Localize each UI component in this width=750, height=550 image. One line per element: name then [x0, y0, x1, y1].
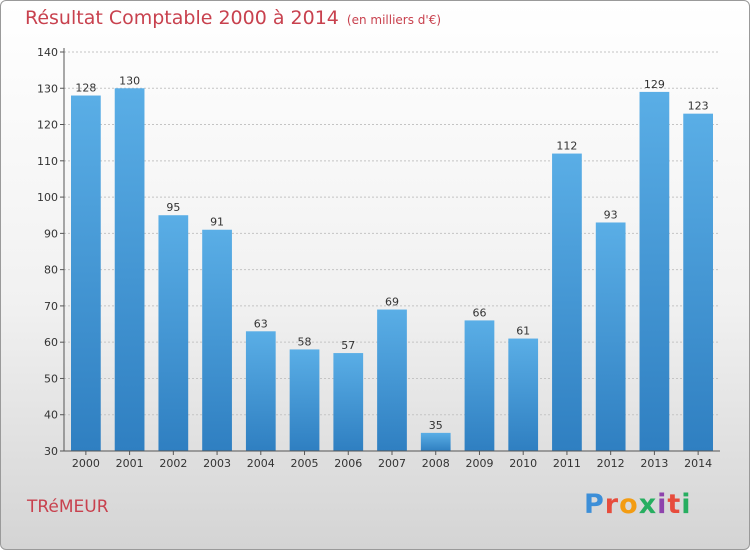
y-tick-label: 70 [44, 300, 58, 313]
y-tick-label: 30 [44, 445, 58, 458]
bar-value-label: 93 [604, 208, 618, 221]
logo-letter: i [657, 489, 668, 520]
y-tick-label: 90 [44, 227, 58, 240]
bar-value-label: 69 [385, 296, 399, 309]
town-name: TRéMEUR [27, 497, 109, 517]
bar-value-label: 66 [472, 306, 486, 319]
logo-letter: P [584, 489, 605, 520]
bar-value-label: 95 [166, 201, 180, 214]
x-tick-label: 2007 [378, 457, 406, 470]
x-tick-label: 2013 [640, 457, 668, 470]
bar-value-label: 57 [341, 339, 355, 352]
y-tick-label: 140 [37, 46, 58, 59]
bar [595, 222, 626, 451]
x-axis: 2000 2001 2002 2003 2004 2005 2006 2007 2008 2009… [64, 450, 720, 470]
x-tick-label: 2004 [247, 457, 275, 470]
x-tick-label: 2000 [72, 457, 100, 470]
logo-letter: t [667, 489, 682, 520]
y-tick-label: 130 [37, 82, 58, 95]
y-tick-label: 40 [44, 409, 58, 422]
bar-value-label: 129 [644, 78, 665, 91]
logo-letter: x [638, 489, 658, 520]
y-axis: 30 40 50 60 70 80 90 100 110 120 130 140 [37, 46, 65, 458]
bar-value-label: 112 [556, 140, 577, 153]
x-tick-label: 2006 [334, 457, 362, 470]
bar [420, 432, 451, 451]
x-tick-label: 2014 [684, 457, 712, 470]
bar-value-label: 61 [516, 325, 530, 338]
x-tick-label: 2009 [465, 457, 493, 470]
chart-unit: (en milliers d'€) [346, 13, 442, 27]
bar-value-label: 58 [298, 335, 312, 348]
bar [552, 153, 582, 451]
bar [114, 88, 145, 451]
bar [683, 113, 714, 451]
y-tick-label: 100 [37, 191, 58, 204]
logo-letter: r [604, 489, 620, 520]
bar-value-label: 35 [429, 419, 443, 432]
bar [464, 320, 495, 451]
chart-title-text: Résultat Comptable 2000 à 2014 [25, 7, 339, 29]
bar [289, 349, 320, 451]
bar-value-label: 130 [119, 74, 140, 87]
bar-value-label: 63 [254, 317, 268, 330]
y-tick-label: 60 [44, 336, 58, 349]
x-tick-label: 2010 [509, 457, 537, 470]
x-tick-label: 2012 [597, 457, 625, 470]
proxiti-logo: Proxiti [584, 489, 692, 520]
bar [70, 95, 101, 451]
x-tick-label: 2005 [291, 457, 319, 470]
x-tick-label: 2001 [116, 457, 144, 470]
bar-value-label: 123 [688, 100, 709, 113]
bar-value-label: 128 [75, 82, 96, 95]
bars: 128 130 95 91 63 58 57 69 35 66 61 112 93 129 123 [70, 74, 714, 452]
bar [508, 338, 539, 451]
bar-value-label: 91 [210, 216, 224, 229]
y-tick-label: 120 [37, 119, 58, 132]
y-tick-label: 110 [37, 155, 58, 168]
y-tick-label: 50 [44, 372, 58, 385]
x-tick-label: 2011 [553, 457, 581, 470]
bar [377, 309, 407, 451]
bar [202, 229, 232, 451]
logo-letter: o [619, 489, 639, 520]
x-tick-label: 2008 [422, 457, 450, 470]
y-tick-label: 80 [44, 264, 58, 277]
bar [245, 331, 276, 451]
bar [333, 353, 364, 451]
bar [158, 215, 189, 451]
x-tick-label: 2002 [159, 457, 187, 470]
x-tick-label: 2003 [203, 457, 231, 470]
logo-letter: i [681, 489, 692, 520]
chart-title: Résultat Comptable 2000 à 2014 (en millie… [25, 7, 441, 29]
bar [639, 91, 670, 452]
